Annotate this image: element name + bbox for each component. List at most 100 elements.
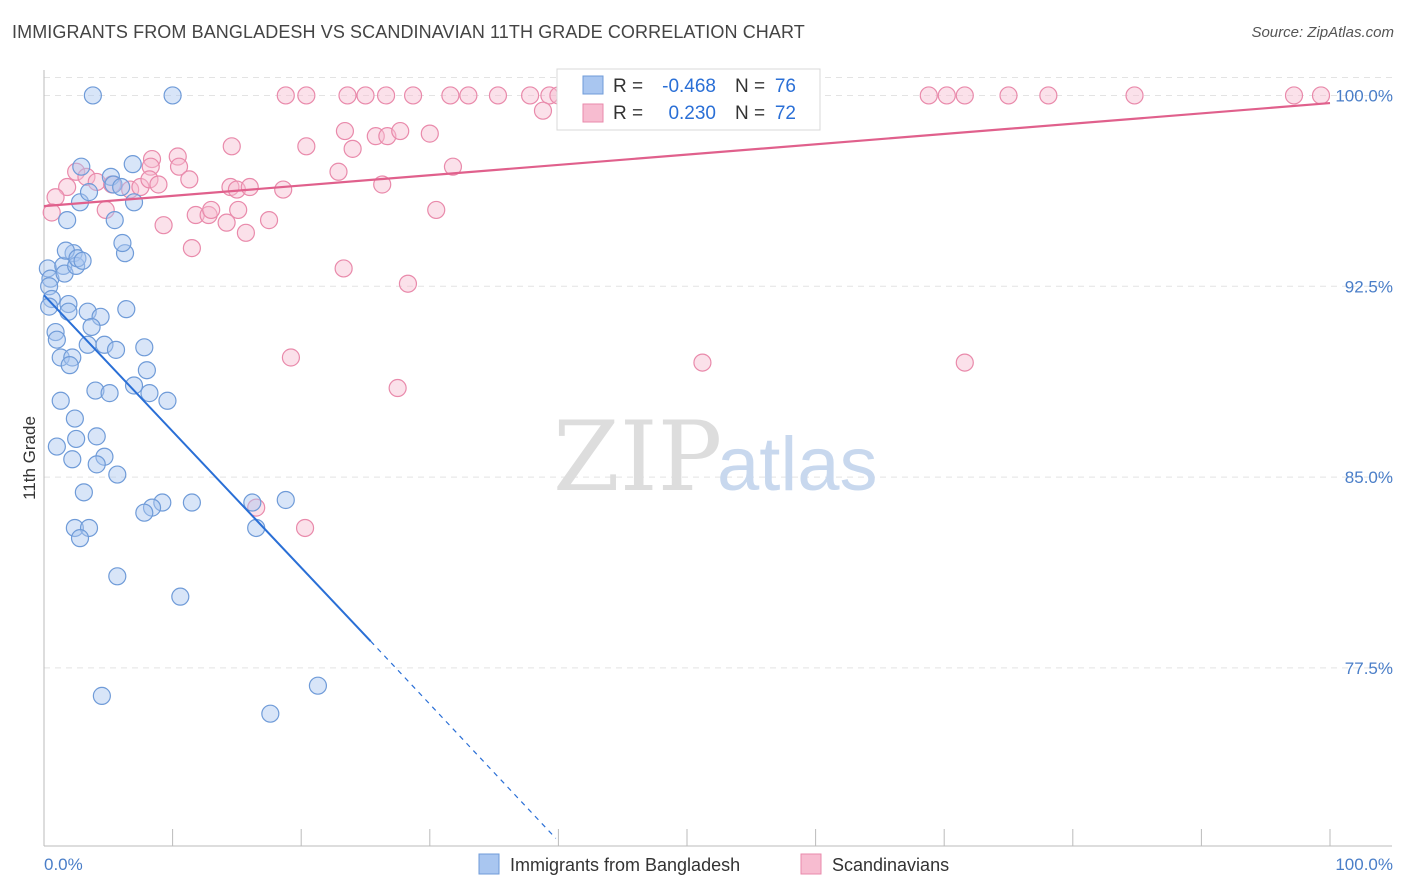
bangladesh-point-67 <box>108 567 127 586</box>
bangladesh-point-30 <box>91 307 110 326</box>
stats-r-label-2: R = <box>613 103 643 124</box>
trend-lines <box>43 101 1331 839</box>
bangladesh-point-12 <box>68 249 87 268</box>
bangladesh-point-17 <box>72 157 91 176</box>
scandinavians-point-20 <box>955 86 974 105</box>
scandinavians-point-54 <box>274 180 293 199</box>
scandinavians-point-53 <box>240 177 259 197</box>
bangladesh-point-49 <box>67 429 86 449</box>
scandinavians-point-62 <box>217 213 236 232</box>
bangladesh-point-26 <box>105 211 124 230</box>
stats-legend: R = -0.468 N = 76 R = 0.230 N = 72 <box>556 68 821 131</box>
scandinavians-point-26 <box>533 101 553 120</box>
stats-n-value-2: 72 <box>775 103 796 124</box>
scandinavians-point-30 <box>391 121 410 141</box>
bangladesh-point-13 <box>73 251 92 270</box>
scandinavians-point-21 <box>999 86 1018 105</box>
bangladesh-point-34 <box>78 335 97 354</box>
legend-swatch-scandinavians <box>800 853 822 875</box>
scandinavians-point-43 <box>58 177 77 197</box>
bangladesh-point-32 <box>46 322 65 342</box>
bangladesh-point-53 <box>95 447 114 466</box>
bangladesh-point-46 <box>158 391 177 410</box>
scandinavians-point-63 <box>229 200 248 220</box>
bangladesh-point-37 <box>135 338 154 357</box>
chart-title: IMMIGRANTS FROM BANGLADESH VS SCANDINAVI… <box>12 22 805 42</box>
bangladesh-point-52 <box>63 450 82 469</box>
scandinavians-point-7 <box>459 86 478 105</box>
trend-line-bangladesh <box>43 294 372 642</box>
scandinavians-point-35 <box>142 149 162 169</box>
bangladesh-point-56 <box>74 483 93 502</box>
scandinavians-point-57 <box>42 203 61 222</box>
stats-legend-swatch-blue <box>582 75 604 95</box>
x-tick-labels: 0.0% 100.0% <box>44 855 1393 874</box>
scandinavians-point-40 <box>443 157 463 176</box>
bangladesh-point-47 <box>51 391 70 410</box>
scandinavians-point-1 <box>297 86 316 105</box>
scandinavians-point-8 <box>488 86 508 105</box>
scandinavians-point-32 <box>222 137 241 156</box>
x-tick-label-min: 0.0% <box>44 855 83 874</box>
scandinavians-point-3 <box>356 86 375 105</box>
y-axis-title: 11th Grade <box>20 416 39 500</box>
bangladesh-point-68 <box>171 587 190 606</box>
bangladesh-point-25 <box>117 300 136 319</box>
watermark: ZIP atlas <box>553 401 878 513</box>
watermark-zip: ZIP <box>553 401 722 513</box>
legend-label-scandinavians: Scandinavians <box>832 855 949 875</box>
bangladesh-point-16 <box>79 183 99 202</box>
scandinavians-point-72 <box>693 353 712 372</box>
scandinavians-point-5 <box>403 86 423 105</box>
bangladesh-point-69 <box>308 676 328 695</box>
scandinavians-point-38 <box>169 157 189 176</box>
bangladesh-point-62 <box>276 490 295 510</box>
bangladesh-point-55 <box>108 465 127 484</box>
stats-r-value-2: 0.230 <box>668 103 716 124</box>
scandinavians-point-69 <box>334 259 353 278</box>
bangladesh-point-20 <box>112 177 131 197</box>
bangladesh-point-59 <box>182 493 201 512</box>
y-tick-label-1: 85.0% <box>1345 468 1393 487</box>
bangladesh-point-70 <box>92 686 111 705</box>
y-tick-label-3: 100.0% <box>1335 86 1393 105</box>
bangladesh-point-63 <box>65 518 84 538</box>
scandinavians-point-70 <box>398 274 418 293</box>
scandinavians-point-34 <box>343 139 362 158</box>
bangladesh-point-21 <box>123 155 142 174</box>
scandinavians-point-61 <box>202 200 221 220</box>
scandinavians-point-19 <box>937 86 956 105</box>
bangladesh-point-60 <box>135 503 154 522</box>
bangladesh-point-0 <box>83 86 102 105</box>
scandinavians-point-6 <box>441 86 460 105</box>
scandinavians-point-31 <box>420 124 439 143</box>
scandinavians-point-71 <box>281 348 301 367</box>
scandinavians-point-24 <box>1284 86 1304 105</box>
scandinavians-point-76 <box>295 518 315 538</box>
bangladesh-point-28 <box>59 302 78 321</box>
grid-lines <box>44 76 1392 669</box>
bangladesh-point-33 <box>47 330 66 349</box>
scandinavians-point-2 <box>338 86 357 105</box>
bangladesh-point-45 <box>140 384 159 403</box>
scandinavians-point-73 <box>955 353 974 372</box>
scandinavians-point-66 <box>154 216 173 235</box>
bangladesh-point-3 <box>41 269 60 288</box>
scandinavians-point-65 <box>427 200 446 220</box>
scandinavians-point-56 <box>46 188 65 207</box>
scandinavians-point-64 <box>259 211 279 230</box>
bangladesh-point-1 <box>163 86 182 105</box>
scandinavians-point-18 <box>919 86 938 105</box>
bangladesh-point-61 <box>243 493 262 512</box>
scandinavians-point-68 <box>182 238 201 258</box>
series-scandinavians <box>42 86 1331 538</box>
trend-line-scandinavians <box>43 101 1331 208</box>
y-tick-labels: 77.5% 85.0% 92.5% 100.0% <box>1335 86 1393 677</box>
scandinavians-point-23 <box>1125 86 1144 105</box>
scandinavians-point-33 <box>297 137 316 156</box>
scandinavians-point-4 <box>376 86 396 105</box>
x-tick-label-max: 100.0% <box>1335 855 1393 874</box>
stats-r-value-1: -0.468 <box>662 76 716 97</box>
scandinavians-point-74 <box>388 378 407 398</box>
